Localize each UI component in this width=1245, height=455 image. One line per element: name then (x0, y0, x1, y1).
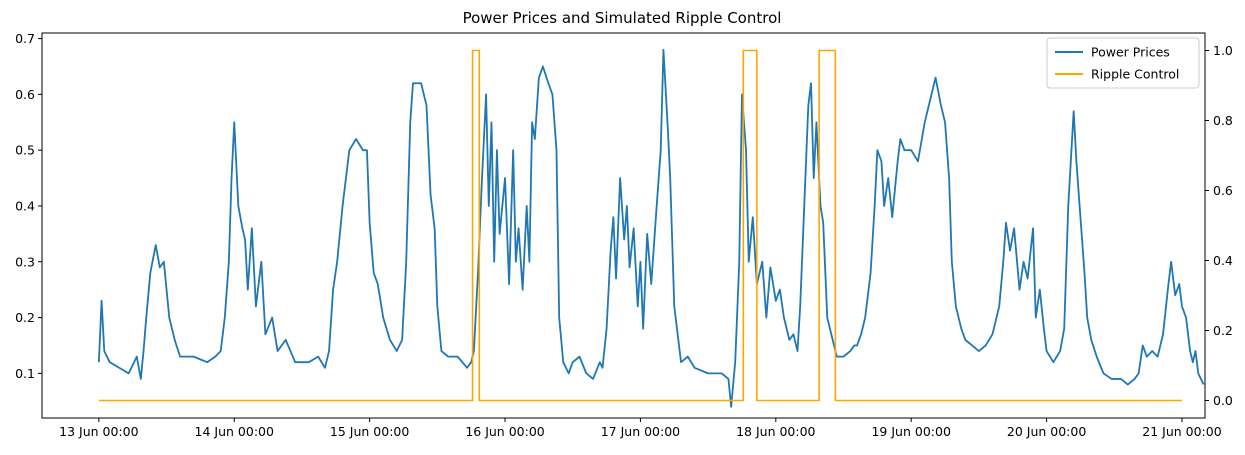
chart-title: Power Prices and Simulated Ripple Contro… (463, 9, 782, 27)
y-right-tick-label: 1.0 (1213, 43, 1233, 58)
y-right-tick-label: 0.4 (1213, 253, 1233, 268)
x-tick-label: 19 Jun 00:00 (871, 424, 950, 439)
x-tick-label: 16 Jun 00:00 (465, 424, 544, 439)
y-left-tick-label: 0.5 (15, 143, 35, 158)
y-right-tick-label: 0.0 (1213, 393, 1233, 408)
y-left-tick-label: 0.3 (15, 254, 35, 269)
x-tick-label: 18 Jun 00:00 (736, 424, 815, 439)
x-tick-label: 15 Jun 00:00 (330, 424, 409, 439)
series-line-ripple-control (98, 49, 1182, 402)
x-tick-label: 14 Jun 00:00 (195, 424, 274, 439)
series-line-power-prices (97, 48, 1205, 408)
legend-label: Ripple Control (1091, 67, 1179, 82)
y-left-tick-label: 0.6 (15, 87, 35, 102)
legend-box (1046, 37, 1200, 89)
y-left-tick-label: 0.2 (15, 310, 35, 325)
axes-layer: 13 Jun 00:00 14 Jun 00:00 15 Jun 00:00 16 J… (15, 31, 1233, 439)
y-left-tick-label: 0.4 (15, 198, 35, 213)
y-right-tick-label: 0.6 (1213, 183, 1233, 198)
series-layer (97, 48, 1205, 408)
x-tick-label: 20 Jun 00:00 (1007, 424, 1086, 439)
y-right-tick-label: 0.2 (1213, 323, 1233, 338)
legend: Power Prices Ripple Control (1046, 37, 1200, 89)
y-left-tick-label: 0.7 (15, 31, 35, 46)
y-left-tick-label: 0.1 (15, 366, 35, 381)
plot-frame (41, 32, 1206, 419)
x-tick-label: 21 Jun 00:00 (1142, 424, 1221, 439)
legend-label: Power Prices (1091, 45, 1170, 60)
x-tick-label: 13 Jun 00:00 (59, 424, 138, 439)
y-right-tick-label: 0.8 (1213, 113, 1233, 128)
x-tick-label: 17 Jun 00:00 (601, 424, 680, 439)
